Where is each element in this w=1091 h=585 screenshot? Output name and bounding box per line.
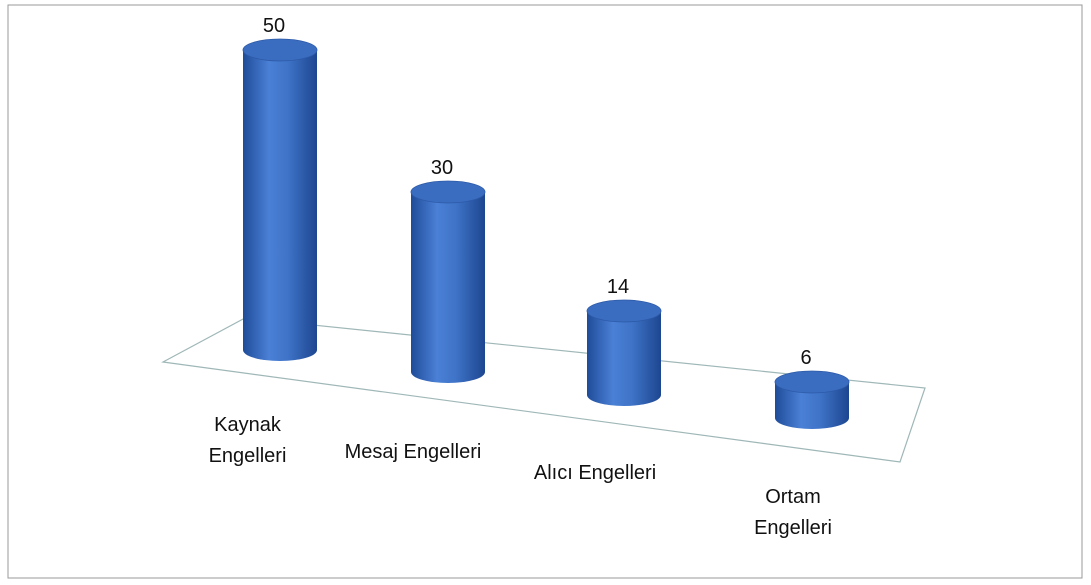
category-label: Alıcı Engelleri xyxy=(533,462,657,484)
value-label: 6 xyxy=(800,347,811,369)
bar-top xyxy=(586,299,662,323)
bar-body xyxy=(587,311,661,406)
bar xyxy=(410,180,486,383)
category-label: Mesaj Engelleri xyxy=(344,441,482,463)
value-label: 50 xyxy=(263,15,285,37)
bar-top xyxy=(410,180,486,204)
value-label: 14 xyxy=(607,276,629,298)
bar-body xyxy=(775,382,849,429)
bar-body xyxy=(411,192,485,383)
bar xyxy=(774,370,850,429)
chart-border xyxy=(7,4,1083,579)
floor xyxy=(161,317,926,463)
bar-top xyxy=(774,370,850,394)
bar xyxy=(242,38,318,361)
category-label: Ortam Engelleri xyxy=(754,486,832,539)
bar-top xyxy=(242,38,318,62)
category-label: Kaynak Engelleri xyxy=(208,414,287,467)
bar xyxy=(586,299,662,406)
value-label: 30 xyxy=(431,157,453,179)
bar-body xyxy=(243,50,317,361)
